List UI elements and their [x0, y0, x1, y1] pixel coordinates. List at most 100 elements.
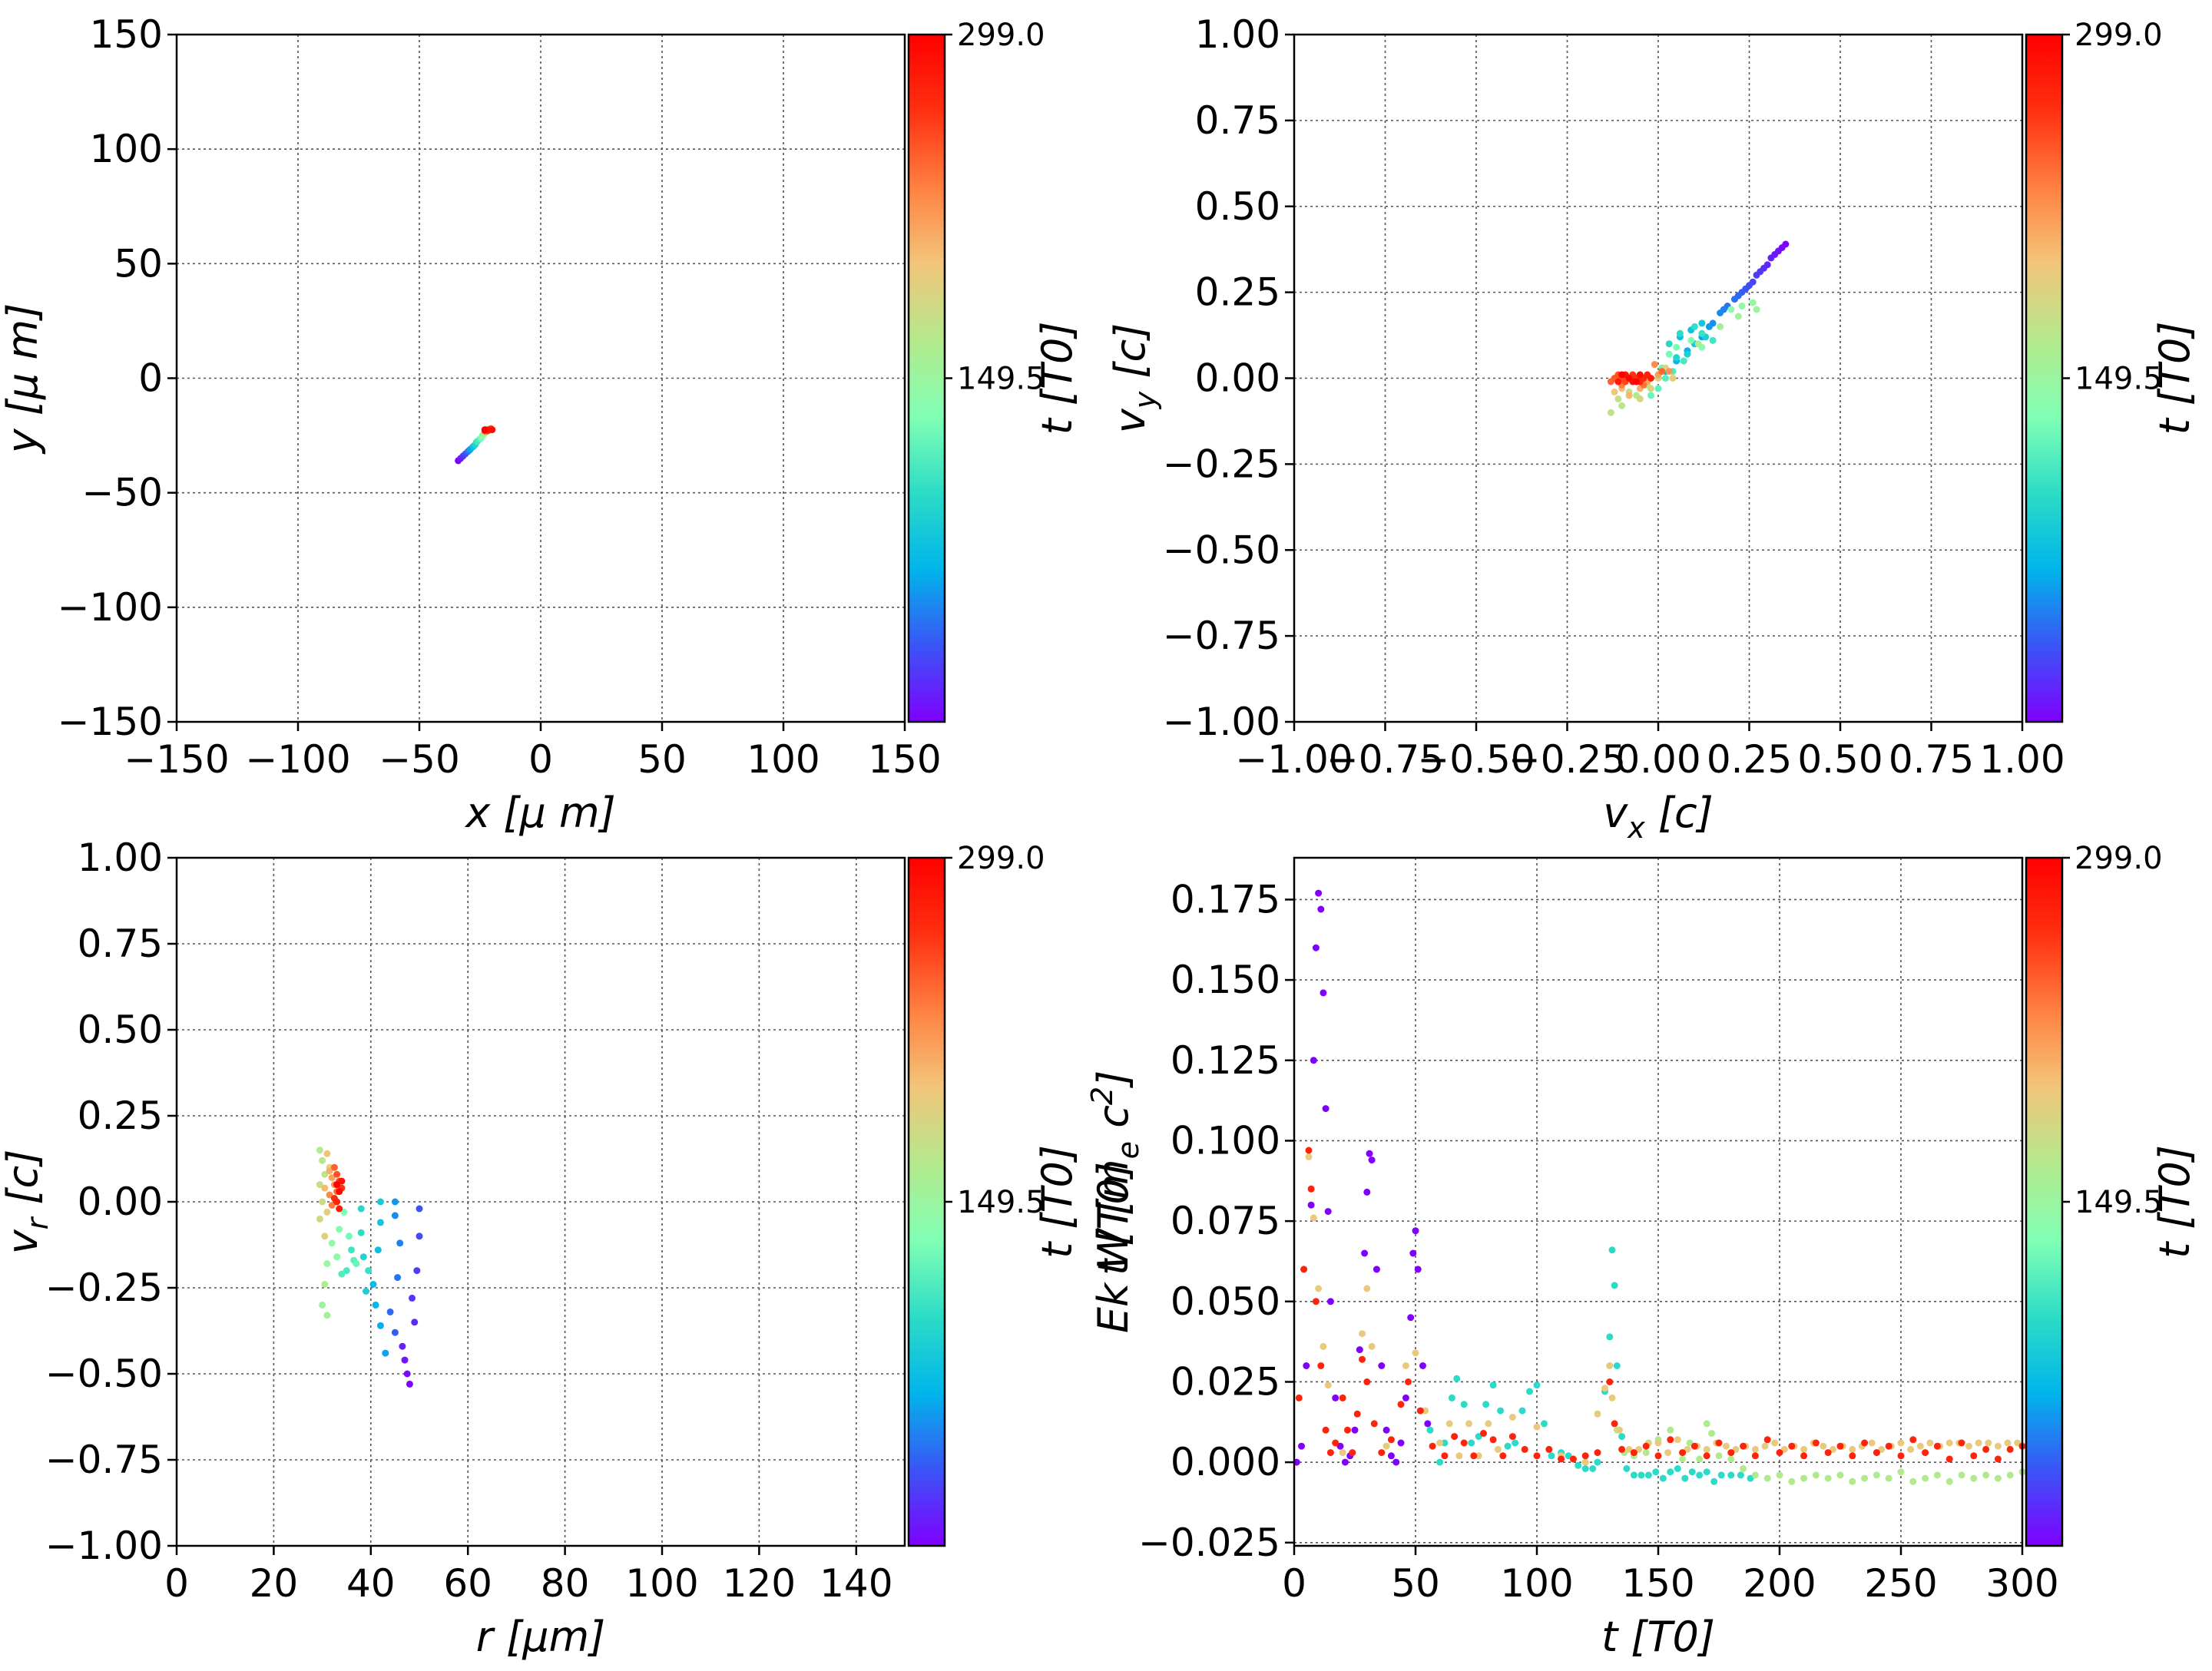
data-point: [1673, 354, 1681, 362]
data-point: [1295, 1394, 1303, 1401]
x-tick-label: 1.00: [1979, 737, 2065, 782]
data-point: [1651, 361, 1658, 369]
data-point: [1504, 1442, 1512, 1450]
x-axis-label: vx [c]: [1603, 789, 1713, 845]
data-point: [1679, 1449, 1687, 1457]
data-point: [1402, 1362, 1409, 1369]
data-point: [1776, 1471, 1783, 1479]
data-point: [386, 1308, 394, 1315]
data-point: [330, 1163, 338, 1171]
data-point: [401, 1356, 409, 1364]
data-point: [1512, 1439, 1519, 1447]
x-tick-label: 50: [1391, 1561, 1440, 1606]
data-point: [1749, 299, 1757, 306]
data-point: [1642, 1442, 1650, 1450]
data-point: [1698, 319, 1706, 327]
data-point: [1441, 1452, 1449, 1460]
data-point: [1382, 1442, 1390, 1450]
data-point: [382, 1349, 389, 1357]
x-tick-label: 200: [1743, 1561, 1816, 1606]
data-point: [1885, 1474, 1892, 1482]
data-point: [1727, 1455, 1735, 1463]
data-point: [316, 1181, 323, 1189]
data-point: [328, 1239, 336, 1247]
data-point: [1606, 1333, 1614, 1341]
data-point: [1630, 1471, 1637, 1479]
data-point: [1705, 323, 1713, 330]
data-point: [1558, 1455, 1565, 1463]
data-point: [1392, 1458, 1400, 1466]
data-point: [1312, 1298, 1320, 1305]
data-point: [321, 1281, 329, 1288]
data-point: [1608, 1246, 1616, 1254]
y-tick-label: −1.00: [45, 1524, 163, 1568]
data-point: [1708, 1430, 1715, 1437]
data-point: [1497, 1407, 1505, 1415]
y-tick-label: 0.25: [1195, 270, 1280, 315]
data-point: [1982, 1471, 1990, 1479]
data-point: [1690, 1442, 1698, 1450]
data-point: [394, 1274, 402, 1282]
data-point: [1366, 1150, 1373, 1157]
data-point: [319, 1156, 326, 1164]
data-point: [1800, 1452, 1808, 1460]
data-point: [1300, 1266, 1308, 1273]
data-point: [1545, 1445, 1553, 1453]
data-point: [1658, 368, 1666, 376]
data-point: [1836, 1471, 1844, 1479]
data-point: [1800, 1474, 1808, 1482]
data-point: [1703, 1452, 1710, 1460]
data-point: [1659, 1474, 1667, 1482]
y-axis-label: y [μ m]: [0, 303, 47, 455]
data-point: [1409, 1249, 1417, 1257]
data-point: [1370, 1420, 1378, 1428]
data-point: [1407, 1314, 1415, 1322]
data-point: [1763, 1474, 1771, 1482]
data-point: [1849, 1477, 1856, 1485]
data-point: [1751, 1445, 1759, 1453]
data-point: [1687, 336, 1695, 344]
data-point: [1731, 296, 1738, 303]
data-point: [1873, 1471, 1880, 1479]
data-point: [481, 426, 488, 434]
chart-panel-vxvy: −1.00−0.75−0.50−0.250.00 0.25 0.50 0.75 1.00…: [1106, 12, 2199, 845]
data-point: [1317, 1362, 1325, 1369]
data-point: [376, 1322, 384, 1329]
colorbar-tick-label: 299.0: [2075, 18, 2163, 53]
data-point: [1849, 1452, 1856, 1460]
x-axis-label: x [μ m]: [464, 789, 615, 837]
data-point: [1861, 1439, 1869, 1447]
x-tick-label: 100: [625, 1561, 698, 1606]
data-point: [1654, 1452, 1662, 1460]
x-tick-label: −100: [245, 737, 350, 782]
data-point: [376, 1198, 384, 1206]
data-point: [1361, 1249, 1369, 1257]
data-point: [391, 1329, 399, 1336]
y-tick-label: 0.75: [78, 922, 163, 966]
colorbar-tick-label: 149.5: [957, 362, 1045, 397]
data-point: [1664, 1449, 1672, 1457]
x-tick-label: 50: [637, 737, 687, 782]
data-point: [372, 1301, 379, 1309]
data-point: [1607, 409, 1614, 416]
data-point: [1368, 1342, 1376, 1350]
data-point: [1644, 1471, 1652, 1479]
data-point: [1305, 1153, 1313, 1160]
data-point: [1933, 1442, 1941, 1450]
x-tick-label: −50: [379, 737, 460, 782]
data-point: [1970, 1452, 1978, 1460]
data-point: [1508, 1433, 1516, 1441]
data-point: [1451, 1433, 1459, 1441]
data-point: [338, 1177, 346, 1185]
colorbar-tick-label: 299.0: [2075, 841, 2163, 876]
data-point: [1581, 1452, 1589, 1460]
data-point: [1861, 1474, 1869, 1482]
data-point: [1436, 1458, 1444, 1466]
data-point: [1436, 1439, 1444, 1447]
y-axis-label: vy [c]: [1106, 323, 1162, 433]
data-point: [1709, 336, 1717, 344]
colorbar-tick-label: 299.0: [957, 18, 1045, 53]
data-point: [1601, 1385, 1608, 1392]
y-tick-label: 1.00: [78, 836, 163, 880]
data-point: [1332, 1439, 1339, 1447]
